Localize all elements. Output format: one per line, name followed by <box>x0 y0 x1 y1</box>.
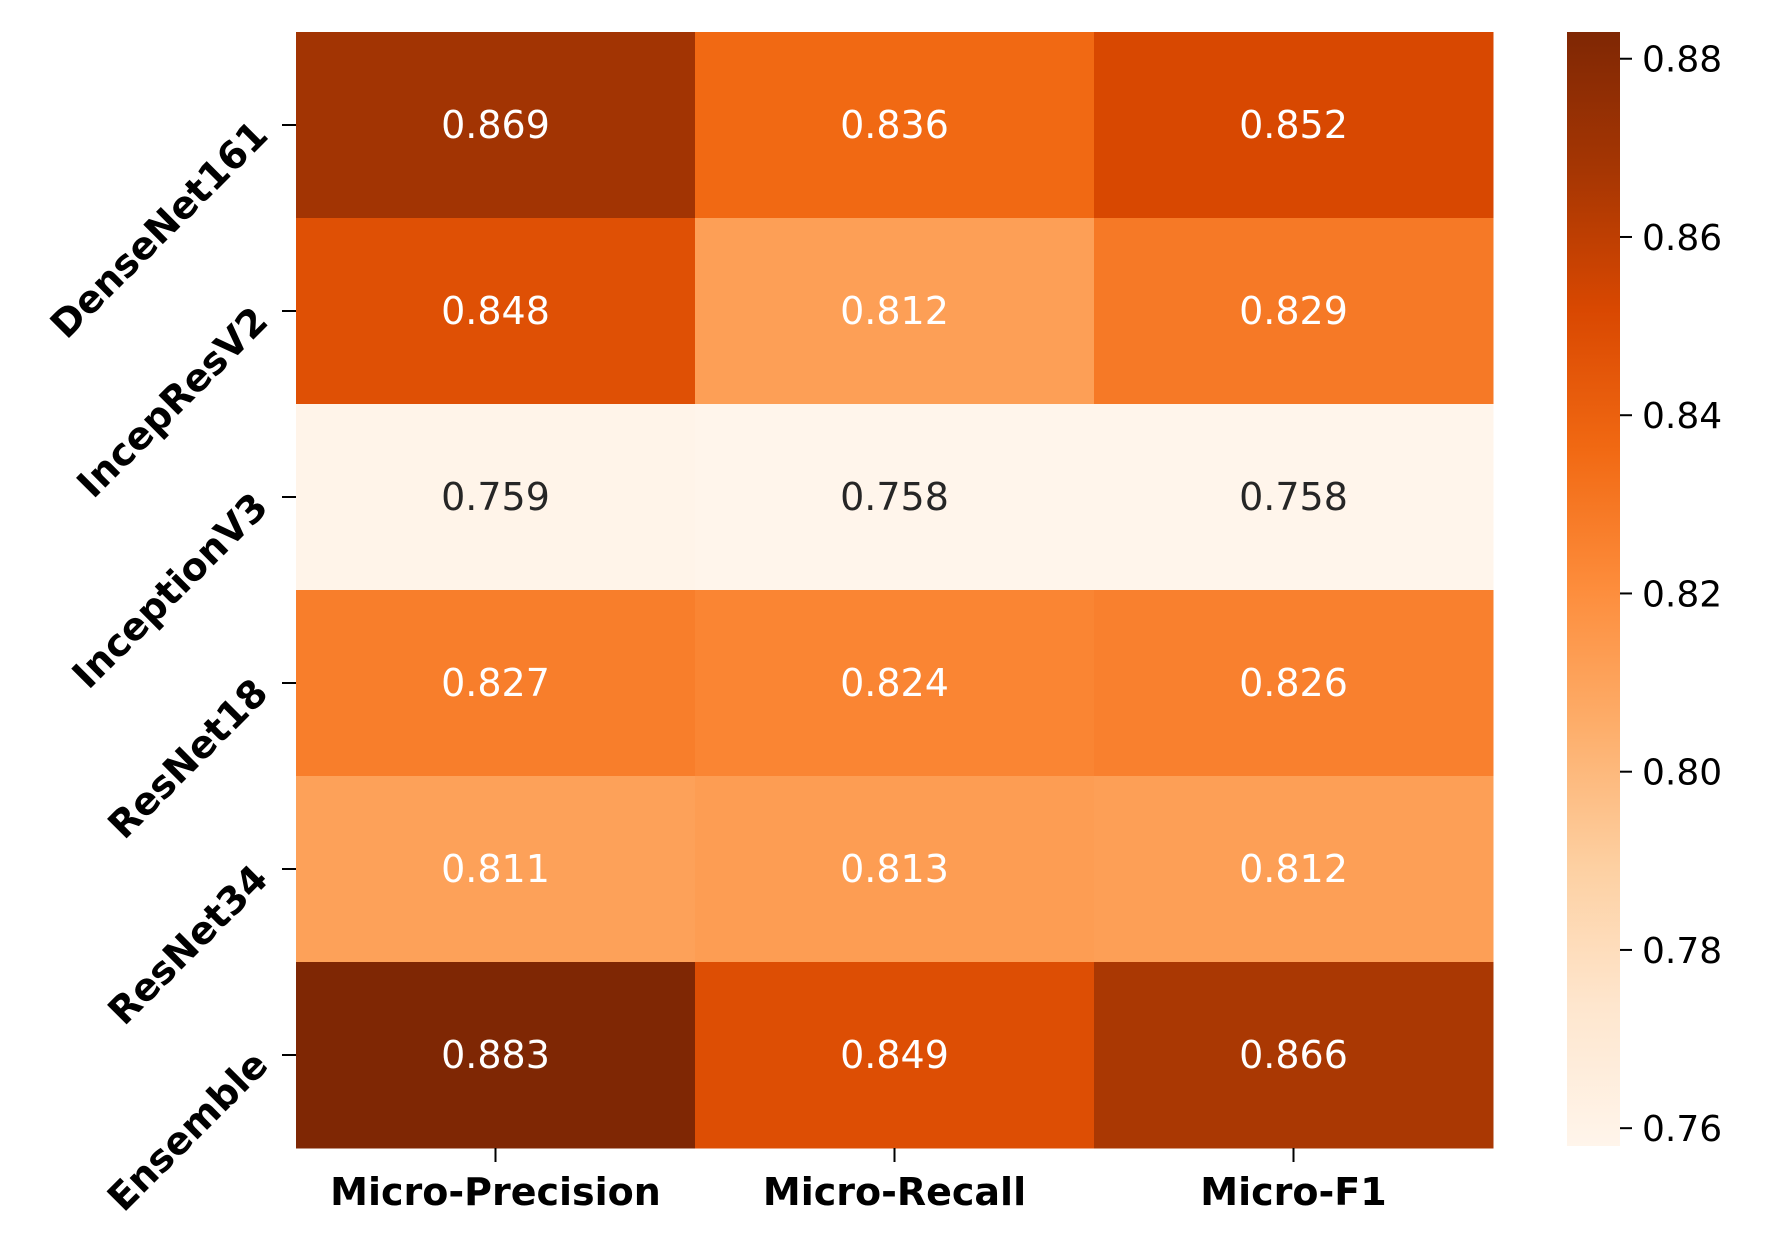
colorbar-gradient <box>1567 32 1620 1146</box>
colorbar: 0.76 0.78 0.80 0.82 0.84 0.86 0.88 <box>1567 32 1722 1150</box>
cell-value-label: 0.812 <box>1239 847 1348 891</box>
row-labels: DenseNet161IncepResV2InceptionV3ResNet18… <box>42 112 296 1220</box>
heatmap-cell <box>1094 962 1494 1149</box>
cell-value-label: 0.849 <box>840 1033 949 1077</box>
colorbar-tick-label: 0.78 <box>1642 931 1722 972</box>
row-label: ResNet34 <box>99 856 276 1033</box>
cell-value-label: 0.848 <box>441 289 550 333</box>
cell-value-label: 0.824 <box>840 661 949 705</box>
column-label: Micro-Recall <box>763 1170 1026 1214</box>
heatmap-cell <box>695 218 1095 405</box>
heatmap-cell <box>1094 590 1494 777</box>
cell-value-label: 0.836 <box>840 103 949 147</box>
heatmap-cell <box>1094 404 1494 591</box>
heatmap-cell <box>695 962 1095 1149</box>
heatmap-cell <box>1094 32 1494 219</box>
cell-value-label: 0.883 <box>441 1033 550 1077</box>
cell-value-label: 0.759 <box>441 475 550 519</box>
heatmap-cell <box>695 32 1095 219</box>
heatmap-cell <box>695 590 1095 777</box>
colorbar-tick-label: 0.80 <box>1642 753 1722 794</box>
row-label: ResNet18 <box>99 670 276 847</box>
heatmap-cell <box>1094 218 1494 405</box>
colorbar-tick-label: 0.84 <box>1642 396 1722 437</box>
cell-value-label: 0.813 <box>840 847 949 891</box>
cell-value-label: 0.827 <box>441 661 550 705</box>
heatmap-cell <box>296 218 696 405</box>
heatmap-cell <box>695 776 1095 963</box>
column-labels: Micro-Precision Micro-Recall Micro-F1 <box>330 1148 1387 1214</box>
colorbar-ticks: 0.76 0.78 0.80 0.82 0.84 0.86 0.88 <box>1620 40 1722 1150</box>
heatmap-cell <box>1094 776 1494 963</box>
cell-value-label: 0.811 <box>441 847 550 891</box>
cell-value-label: 0.812 <box>840 289 949 333</box>
heatmap-cell <box>695 404 1095 591</box>
column-label: Micro-Precision <box>330 1170 661 1214</box>
colorbar-tick-label: 0.82 <box>1642 574 1722 615</box>
colorbar-tick-label: 0.76 <box>1642 1109 1722 1150</box>
cell-value-label: 0.866 <box>1239 1033 1348 1077</box>
heatmap-cells: 0.869 0.836 0.852 0.848 0.812 0.829 0.759 0.758… <box>296 32 1494 1149</box>
cell-value-label: 0.758 <box>840 475 949 519</box>
heatmap-cell <box>296 776 696 963</box>
heatmap-cell <box>296 962 696 1149</box>
cell-value-label: 0.869 <box>441 103 550 147</box>
cell-value-label: 0.829 <box>1239 289 1348 333</box>
colorbar-tick-label: 0.86 <box>1642 218 1722 259</box>
column-label: Micro-F1 <box>1200 1170 1386 1214</box>
row-label: Ensemble <box>99 1042 276 1219</box>
heatmap-cell <box>296 404 696 591</box>
row-label: IncepResV2 <box>68 298 276 506</box>
cell-value-label: 0.852 <box>1239 103 1348 147</box>
heatmap-cell <box>296 32 696 219</box>
colorbar-tick-label: 0.88 <box>1642 40 1722 81</box>
cell-value-label: 0.758 <box>1239 475 1348 519</box>
heatmap-cell <box>296 590 696 777</box>
cell-value-label: 0.826 <box>1239 661 1348 705</box>
row-label: InceptionV3 <box>64 484 277 697</box>
